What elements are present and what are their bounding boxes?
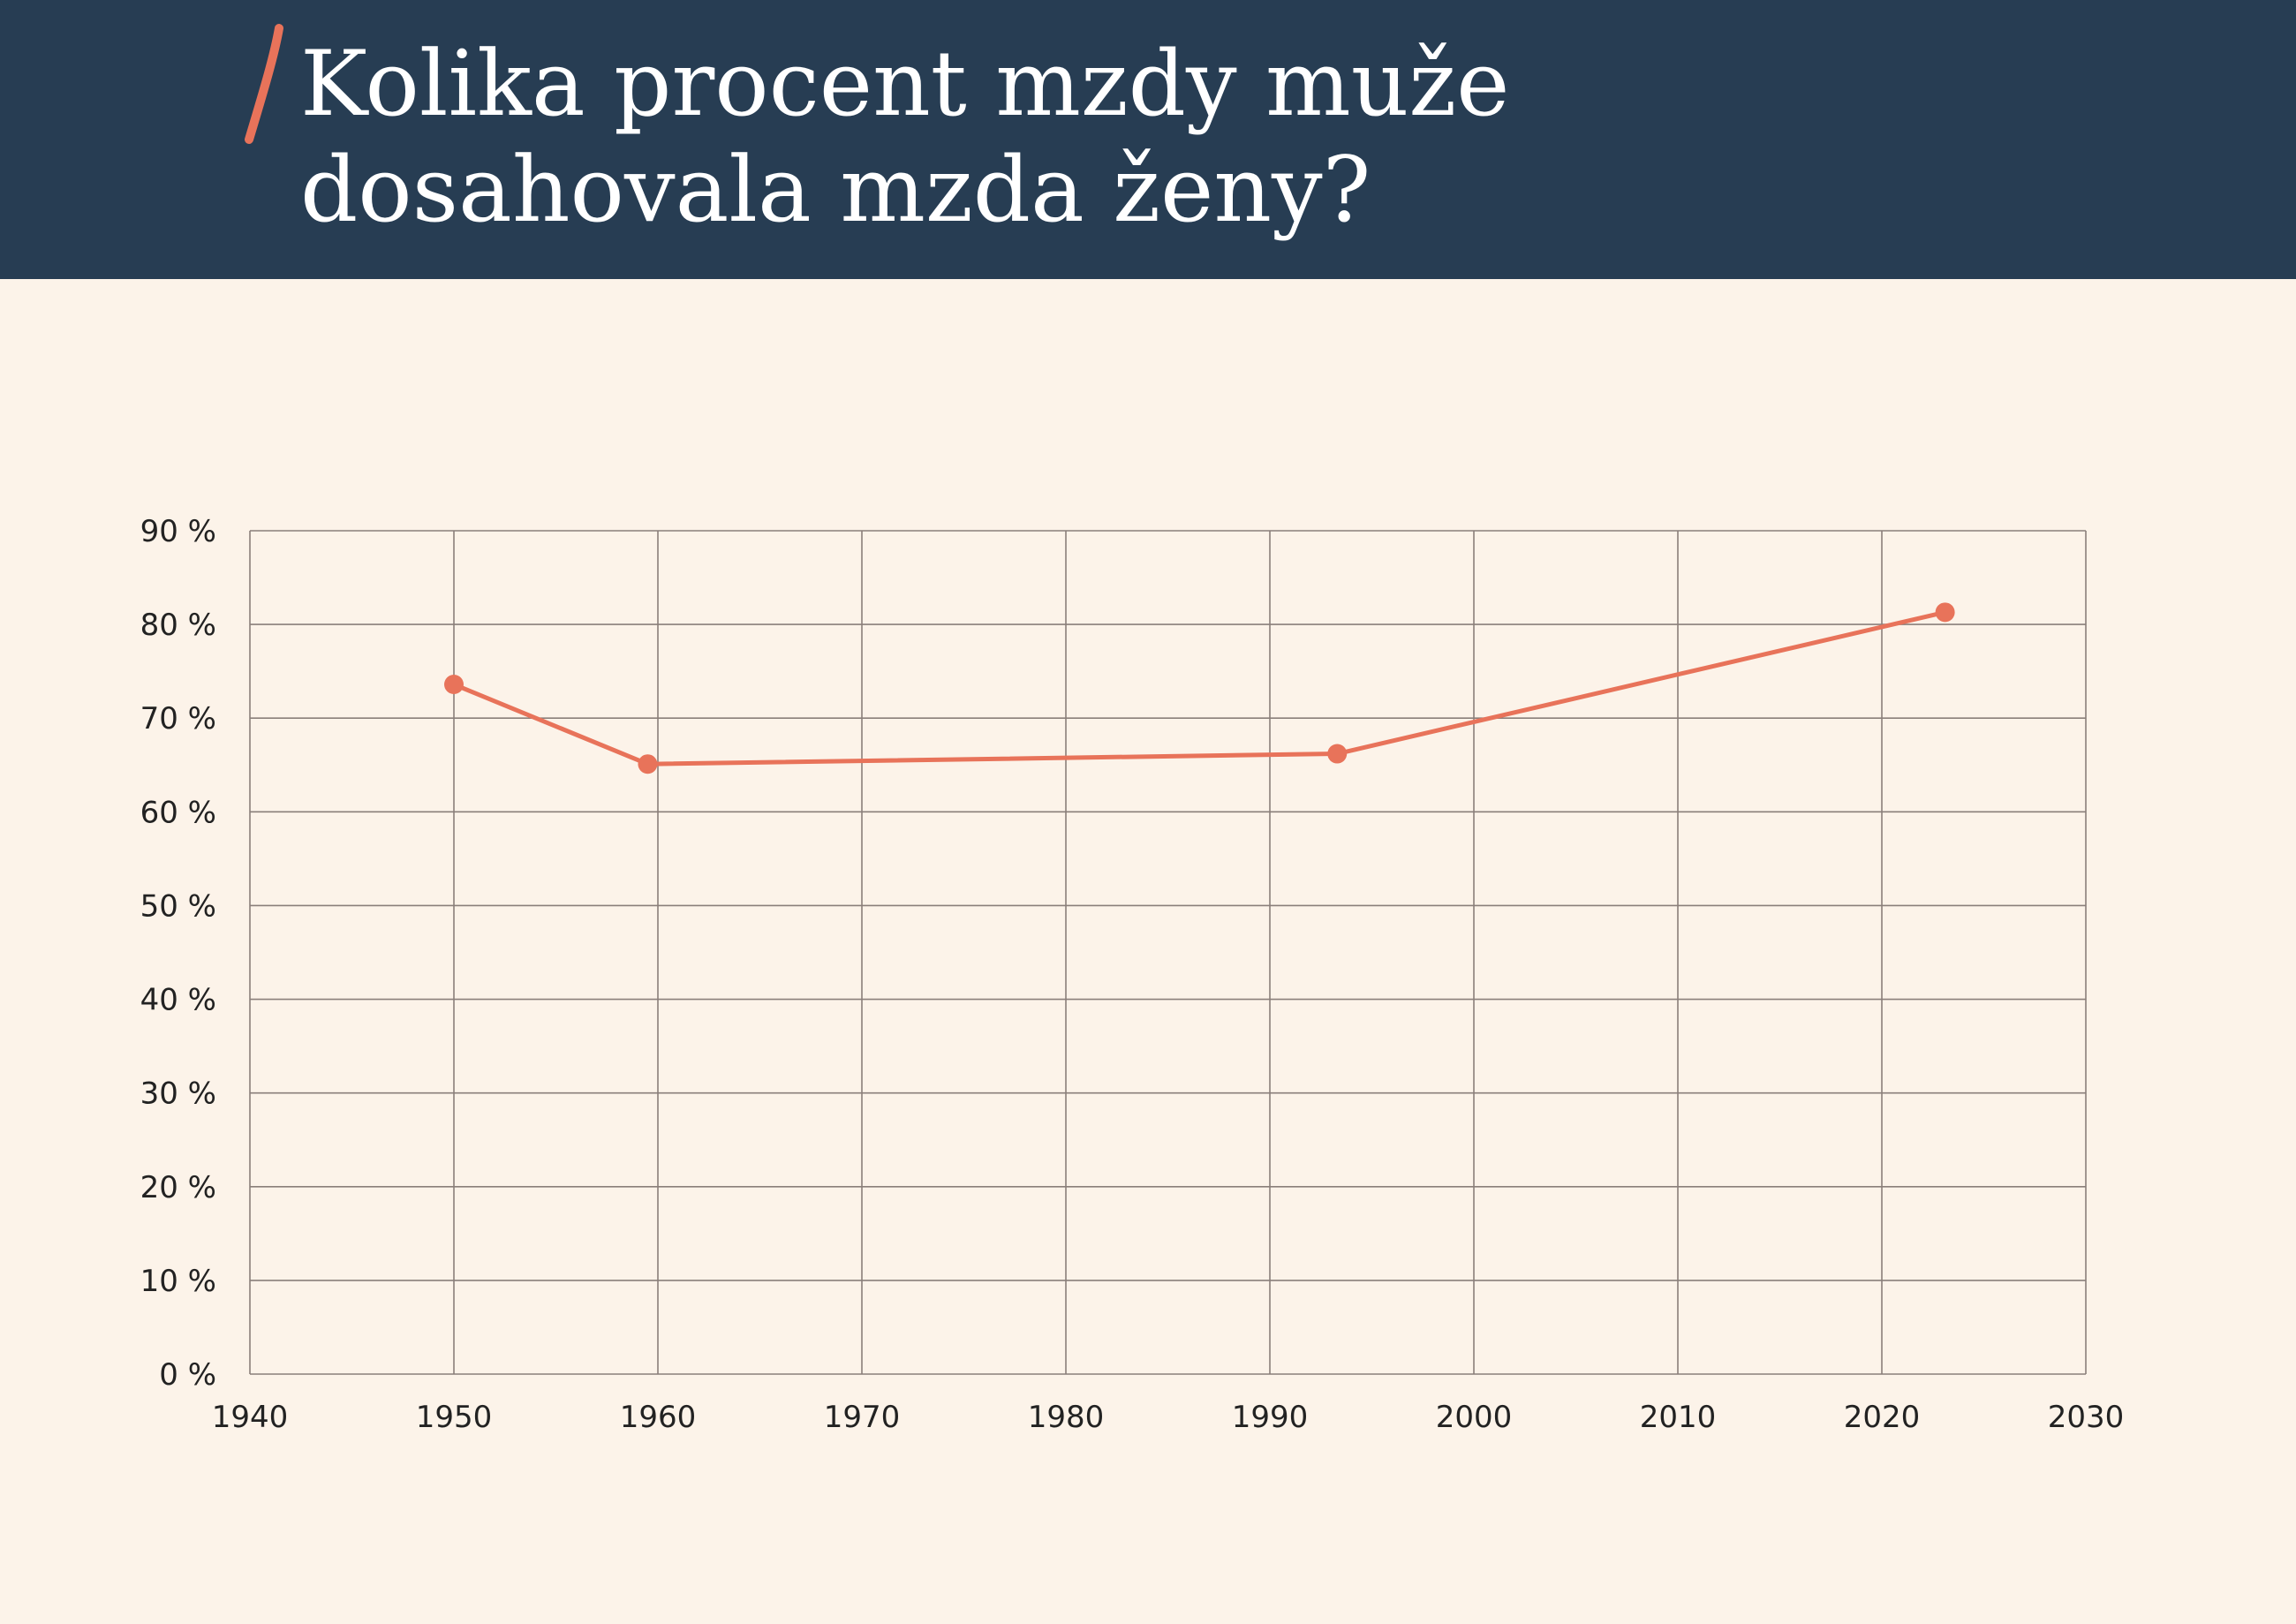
y-tick-label: 10 % — [140, 1264, 216, 1299]
y-tick-label: 0 % — [159, 1357, 216, 1393]
x-tick-label: 1960 — [620, 1400, 697, 1435]
y-tick-label: 30 % — [140, 1076, 216, 1112]
series-line — [451, 609, 1948, 767]
data-point — [1327, 744, 1348, 764]
x-tick-label: 2000 — [1436, 1400, 1513, 1435]
y-tick-label: 20 % — [140, 1170, 216, 1205]
data-point — [638, 754, 658, 774]
y-tick-label: 80 % — [140, 608, 216, 643]
y-tick-label: 40 % — [140, 983, 216, 1018]
y-tick-label: 90 % — [140, 514, 216, 549]
header-banner: Kolika procent mzdy muže dosahovala mzda… — [0, 0, 2296, 279]
x-tick-label: 1990 — [1232, 1400, 1309, 1435]
accent-stroke-icon — [245, 24, 283, 144]
x-tick-label: 1940 — [212, 1400, 289, 1435]
y-tick-label: 70 % — [140, 701, 216, 736]
data-point — [1935, 602, 1955, 623]
y-tick-label: 50 % — [140, 888, 216, 924]
x-tick-label: 1950 — [416, 1400, 493, 1435]
x-tick-label: 1970 — [824, 1400, 901, 1435]
x-tick-label: 2010 — [1640, 1400, 1717, 1435]
data-point — [444, 675, 464, 695]
x-tick-label: 2030 — [2048, 1400, 2125, 1435]
page-title: Kolika procent mzdy muže dosahovala mzda… — [300, 32, 1510, 243]
x-tick-label: 1980 — [1028, 1400, 1105, 1435]
x-tick-label: 2020 — [1844, 1400, 1921, 1435]
y-tick-label: 60 % — [140, 795, 216, 830]
